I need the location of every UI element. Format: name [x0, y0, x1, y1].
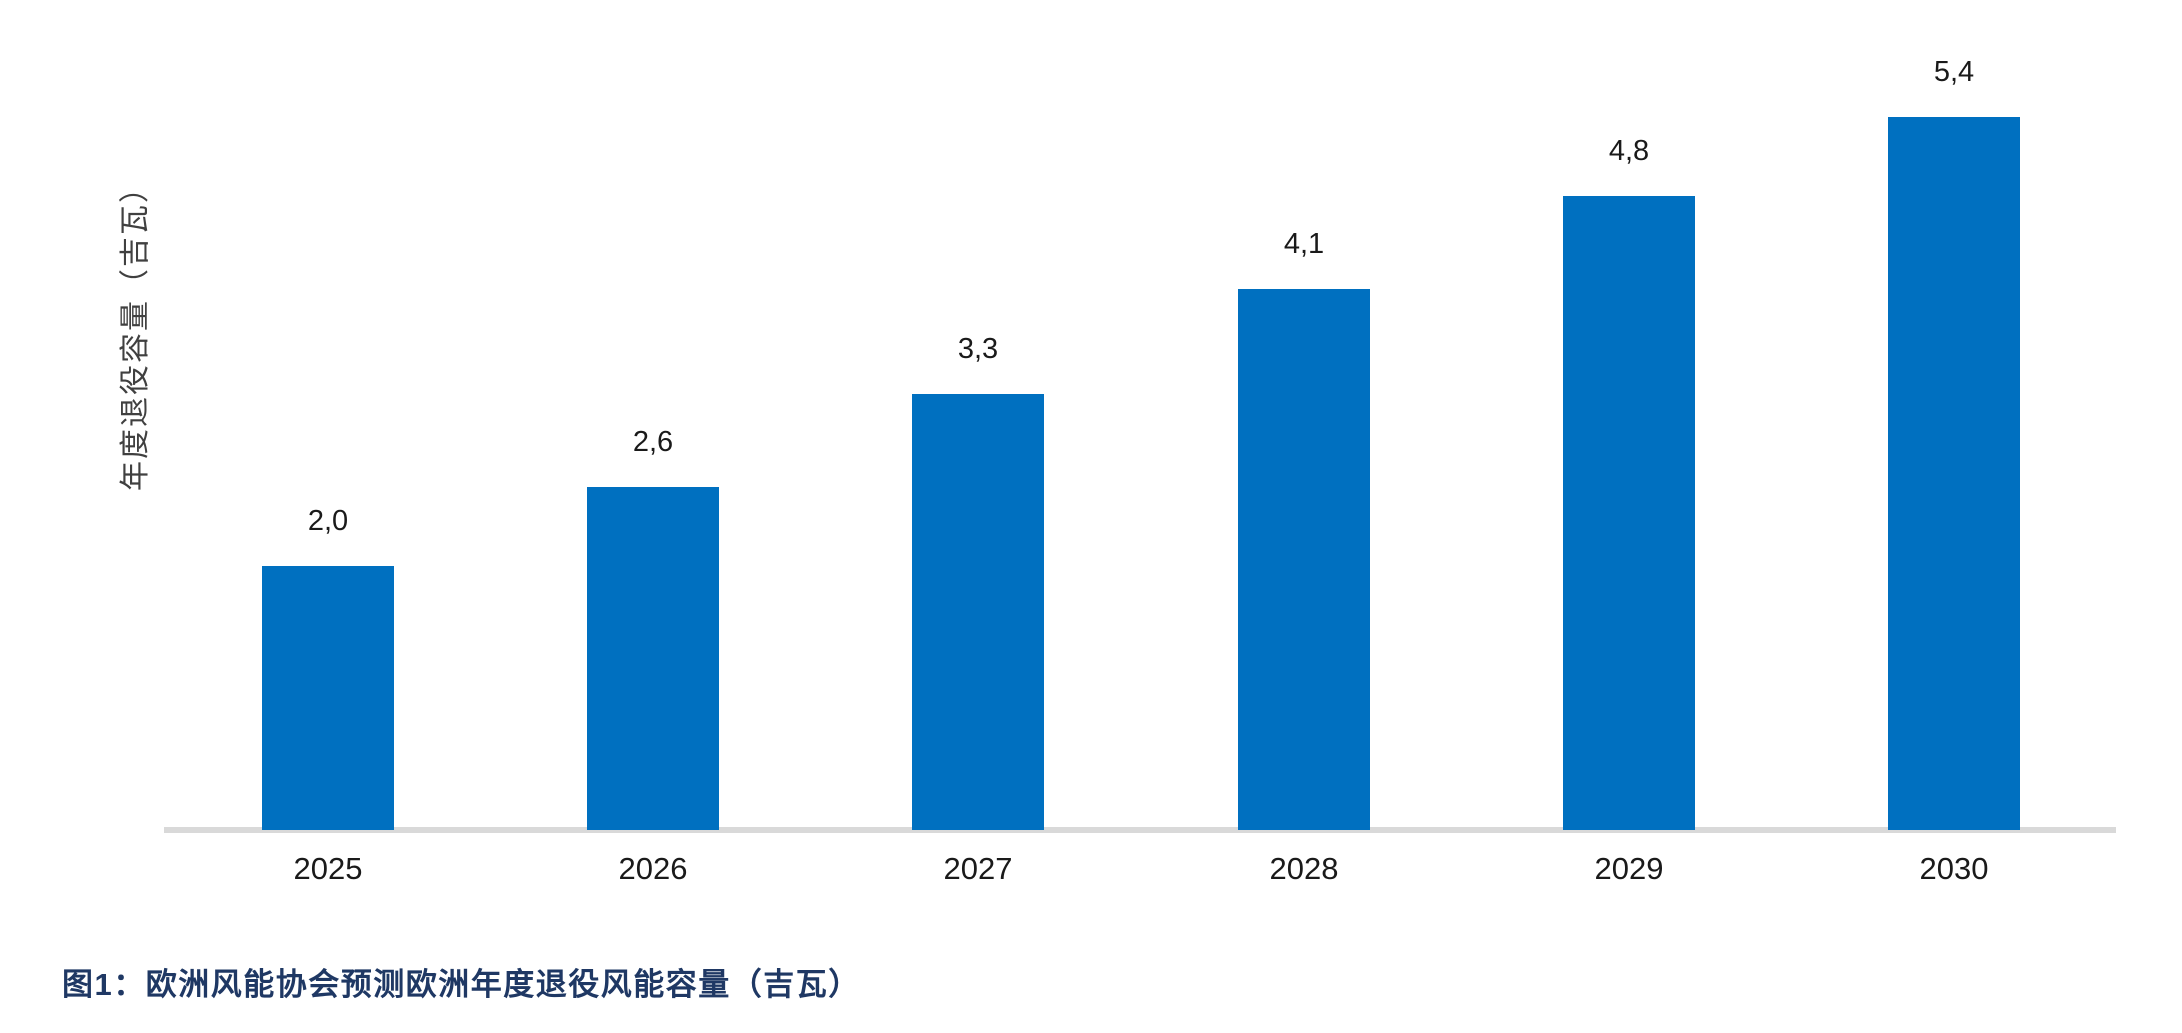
x-tick-label: 2029 — [1594, 851, 1664, 886]
plot-area: 2,0 2,6 3,3 4,1 4,8 5,4 — [164, 56, 2116, 833]
bar — [1238, 289, 1370, 830]
bar-value-label: 5,4 — [1933, 56, 1975, 88]
bar — [912, 394, 1044, 830]
figure-caption: 图1：欧洲风能协会预测欧洲年度退役风能容量（吉瓦） — [62, 967, 861, 1002]
bar-value-label: 4,1 — [1283, 228, 1325, 260]
x-tick-label: 2025 — [293, 851, 363, 886]
x-tick-label: 2026 — [618, 851, 688, 886]
bar-value-label: 2,6 — [632, 426, 674, 458]
bar — [262, 566, 394, 830]
x-axis-tick-labels: 2025 2026 2027 2028 2029 2030 — [0, 851, 2182, 891]
bar — [1888, 117, 2020, 830]
bar-value-label: 4,8 — [1608, 135, 1650, 167]
x-axis-line — [164, 827, 2116, 833]
bar-value-label: 2,0 — [307, 505, 349, 537]
x-tick-label: 2028 — [1269, 851, 1339, 886]
x-tick-label: 2027 — [943, 851, 1013, 886]
bar — [587, 487, 719, 830]
bar — [1563, 196, 1695, 830]
bar-value-label: 3,3 — [957, 333, 999, 365]
x-tick-label: 2030 — [1919, 851, 1989, 886]
